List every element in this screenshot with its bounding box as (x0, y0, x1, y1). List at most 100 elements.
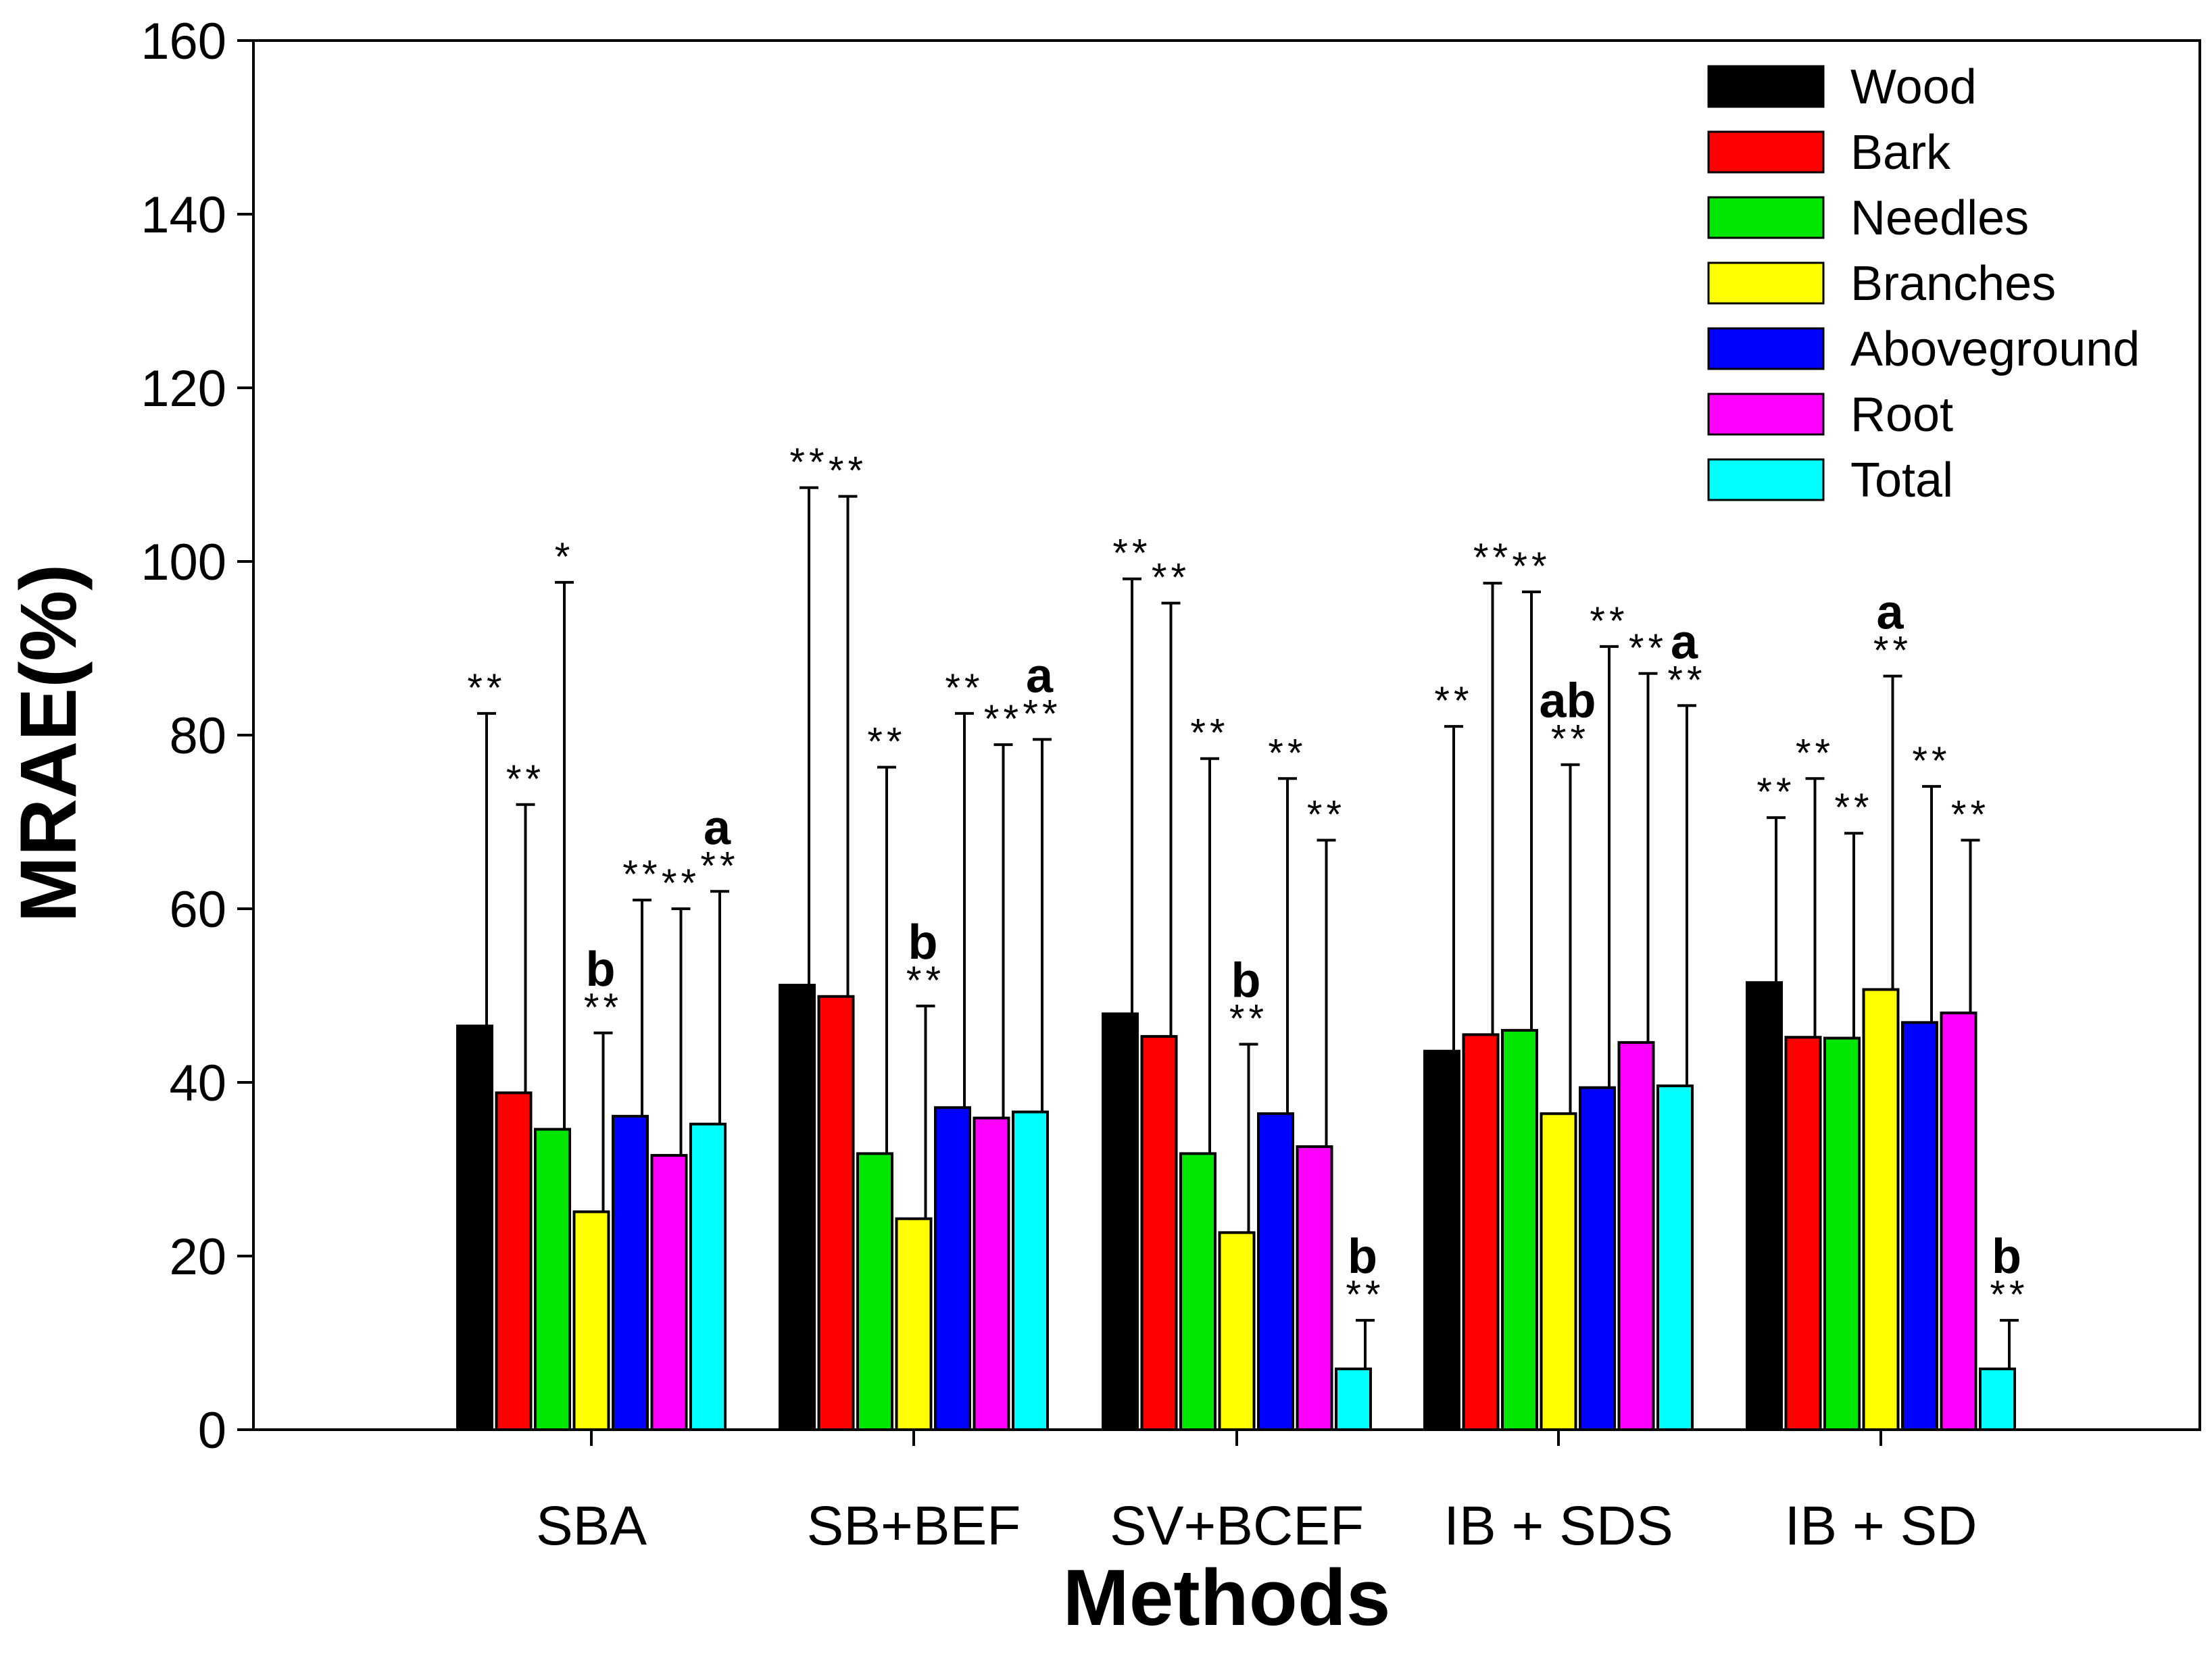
group-letter: a (1671, 615, 1698, 669)
significance-label: ** (1473, 536, 1512, 580)
significance-label: ** (1629, 626, 1667, 670)
group-letter: a (1876, 586, 1904, 640)
bar (1257, 1112, 1294, 1431)
x-tick-label: SBA (536, 1495, 647, 1557)
legend-swatch (1707, 327, 1825, 370)
bar (895, 1217, 933, 1431)
legend-label: Needles (1850, 191, 2029, 245)
significance-label: ** (1667, 658, 1706, 702)
legend-swatch (1707, 196, 1825, 239)
legend-swatch (1707, 130, 1825, 174)
legend-label: Aboveground (1850, 322, 2140, 376)
legend: Wood Bark Needles Branches Aboveground Root To… (1707, 60, 2140, 507)
legend-label: Bark (1850, 126, 1951, 180)
significance-label: ** (1023, 692, 1061, 736)
bar (1784, 1036, 1822, 1432)
significance-label: ** (1346, 1273, 1384, 1317)
group-letter: b (1992, 1230, 2021, 1284)
significance-label: ** (700, 844, 739, 888)
legend-label: Wood (1850, 60, 1977, 114)
significance-label: ** (1912, 739, 1950, 783)
bar (856, 1152, 893, 1431)
bar (572, 1210, 610, 1431)
bar (973, 1116, 1010, 1432)
x-tick-label: SV+BCEF (1110, 1495, 1364, 1557)
group-letter: b (1348, 1230, 1377, 1284)
significance-label: ** (1551, 718, 1590, 761)
significance-label: ** (467, 666, 506, 710)
y-tick-label: 140 (141, 186, 226, 244)
bar (1335, 1368, 1372, 1432)
significance-label: ** (906, 959, 945, 1003)
y-tick-label: 160 (141, 13, 226, 70)
bar (456, 1024, 493, 1431)
x-axis-title: Methods (1062, 1553, 1390, 1643)
y-tick-label: 40 (169, 1055, 226, 1112)
legend-label: Total (1850, 453, 1953, 507)
significance-label: ** (1229, 997, 1268, 1041)
y-tick-label: 120 (141, 360, 226, 418)
legend-swatch (1707, 393, 1825, 436)
bar (495, 1091, 533, 1432)
significance-label: ** (1112, 532, 1151, 576)
group-letter: b (1231, 953, 1261, 1007)
significance-label: ** (789, 441, 828, 484)
significance-label: ** (867, 720, 906, 764)
significance-label: ** (622, 853, 661, 897)
bar (650, 1153, 688, 1431)
y-axis-title: MRAE(%) (4, 564, 93, 923)
y-tick-label: 20 (169, 1228, 226, 1286)
group-letter: ab (1539, 674, 1596, 728)
legend-label: Root (1850, 388, 1953, 442)
bar (1179, 1152, 1216, 1431)
significance-label: ** (584, 986, 622, 1030)
legend-swatch (1707, 458, 1825, 501)
bar (1617, 1041, 1655, 1431)
legend-swatch (1707, 261, 1825, 305)
significance-label: ** (829, 449, 867, 493)
bar (689, 1122, 727, 1432)
bar (1423, 1049, 1460, 1431)
significance-label: ** (1268, 731, 1306, 775)
y-tick-label: 60 (169, 881, 226, 938)
significance-label: ** (1152, 556, 1190, 600)
bar (1862, 988, 1900, 1431)
y-tick-label: 80 (169, 707, 226, 765)
legend-label: Branches (1850, 257, 2056, 311)
group-letter: b (908, 916, 938, 970)
bar (1540, 1112, 1577, 1431)
bar (1901, 1021, 1938, 1431)
significance-label: ** (1307, 793, 1346, 836)
significance-label: ** (1951, 793, 1990, 836)
significance-label: ** (1796, 731, 1834, 775)
bar (1501, 1028, 1538, 1431)
significance-label: ** (506, 757, 545, 801)
bar (534, 1128, 571, 1431)
bar (1218, 1231, 1256, 1432)
legend-swatch (1707, 65, 1825, 108)
significance-label: ** (1756, 770, 1795, 814)
bar (1140, 1034, 1178, 1431)
significance-label: ** (662, 861, 700, 905)
significance-label: ** (1434, 679, 1473, 723)
x-tick-label: SB+BEF (807, 1495, 1021, 1557)
y-tick-label: 0 (198, 1402, 226, 1459)
bar (934, 1106, 971, 1431)
group-letter: a (1026, 649, 1054, 703)
bar (1823, 1036, 1861, 1431)
bar (817, 995, 855, 1432)
bar (1462, 1033, 1500, 1431)
bar (1102, 1012, 1139, 1431)
bar (1656, 1084, 1694, 1431)
significance-label: ** (984, 697, 1023, 741)
significance-label: ** (1990, 1273, 2028, 1317)
bar (612, 1115, 649, 1431)
significance-label: ** (1190, 711, 1229, 755)
significance-label: ** (945, 666, 983, 710)
x-tick-label: IB + SD (1785, 1495, 1977, 1557)
bar (1296, 1145, 1333, 1431)
axes-layer: 0 20 40 60 80 100 120 140 160 SBA SB+BEF SV+BCEF IB … (141, 13, 1977, 1557)
bar (1979, 1368, 2016, 1432)
significance-label: ** (1834, 786, 1873, 830)
group-letter: b (586, 943, 616, 997)
